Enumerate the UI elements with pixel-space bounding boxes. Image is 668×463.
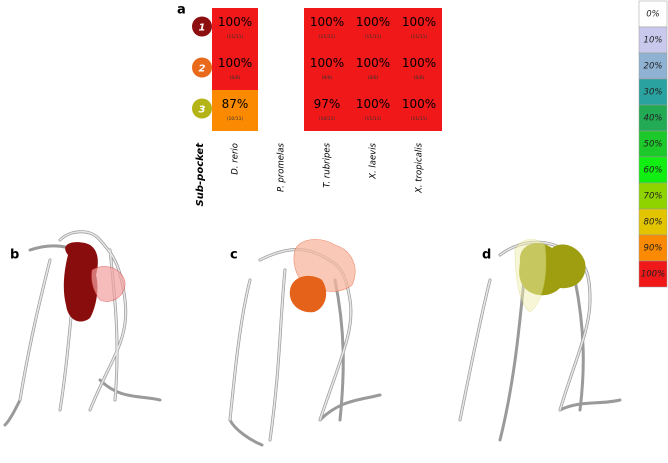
protein-d <box>458 239 622 442</box>
heatmap-cell <box>396 49 442 90</box>
value-label: 100% <box>402 97 436 111</box>
heatmap-cell <box>396 90 442 131</box>
value-label: 100% <box>402 56 436 70</box>
heatmap-cell <box>304 90 350 131</box>
heatmap-cell <box>396 8 442 49</box>
colorbar-label: 0% <box>646 10 660 20</box>
column-label: X. laevis <box>369 142 379 179</box>
colorbar-label: 40% <box>644 114 663 124</box>
colorbar-label: 100% <box>641 270 665 280</box>
value-label: 100% <box>310 56 344 70</box>
colorbar-label: 10% <box>644 36 663 46</box>
colorbar-label: 80% <box>644 218 663 228</box>
count-label: (8/8) <box>230 75 241 81</box>
colorbar-swatch <box>638 26 668 54</box>
heatmap-cell <box>212 90 258 131</box>
panel-label: b <box>10 248 19 263</box>
colorbar-swatch <box>638 78 668 106</box>
count-label: (11/11) <box>411 34 428 40</box>
row-label: 3 <box>199 105 206 116</box>
colorbar-label: 90% <box>644 244 663 254</box>
value-label: 100% <box>356 15 390 29</box>
colorbar-label: 60% <box>644 166 663 176</box>
heatmap-cell <box>212 8 258 49</box>
value-label: 100% <box>310 15 344 29</box>
heatmap-cell <box>350 49 396 90</box>
count-label: (8/8) <box>322 75 333 81</box>
value-label: 100% <box>218 56 252 70</box>
heatmap-cell <box>212 49 258 90</box>
count-label: (8/8) <box>414 75 425 81</box>
colorbar-label: 70% <box>644 192 663 202</box>
count-label: (11/11) <box>365 34 382 40</box>
colorbar-swatch <box>638 130 668 158</box>
value-label: 97% <box>314 97 341 111</box>
value-label: 100% <box>218 15 252 29</box>
heatmap-cell <box>350 90 396 131</box>
row-marker <box>192 98 212 119</box>
colorbar-swatch <box>638 156 668 184</box>
protein-c <box>228 239 382 447</box>
colorbar-swatch <box>638 104 668 132</box>
value-label: 100% <box>356 56 390 70</box>
column-label: D. rerio <box>231 143 241 175</box>
value-label: 100% <box>402 15 436 29</box>
colorbar-swatch <box>638 182 668 210</box>
row-marker <box>192 16 212 37</box>
count-label: (11/11) <box>319 34 336 40</box>
heatmap-cell <box>304 8 350 49</box>
heatmap: a b c d 1 100% (11/11) 100% (11/11) 100% (11/11) 10… <box>10 0 668 288</box>
panel-label: d <box>482 248 491 263</box>
heatmap-cell <box>350 8 396 49</box>
colorbar-label: 20% <box>644 62 663 72</box>
value-label: 87% <box>222 97 249 111</box>
column-label: T. rubripes <box>323 142 333 187</box>
column-label: P. promelas <box>277 142 287 192</box>
row-axis-label: Sub-pocket <box>195 142 206 207</box>
count-label: (10/11) <box>319 116 336 122</box>
column-label: X. tropicalis <box>415 142 425 194</box>
count-label: (11/11) <box>365 116 382 122</box>
protein-b <box>3 230 162 427</box>
panel-label: c <box>230 248 238 263</box>
colorbar-label: 30% <box>644 88 663 98</box>
value-label: 100% <box>356 97 390 111</box>
count-label: (11/11) <box>411 116 428 122</box>
colorbar-label: 50% <box>644 140 663 150</box>
count-label: (8/8) <box>368 75 379 81</box>
colorbar-swatch <box>638 52 668 80</box>
row-marker <box>192 57 212 78</box>
count-label: (11/11) <box>227 34 244 40</box>
row-label: 1 <box>199 23 206 34</box>
colorbar-swatch <box>638 208 668 236</box>
row-label: 2 <box>199 64 206 75</box>
count-label: (10/11) <box>227 116 244 122</box>
panel-label: a <box>177 3 186 18</box>
colorbar-swatch <box>638 260 668 288</box>
heatmap-cell <box>304 49 350 90</box>
